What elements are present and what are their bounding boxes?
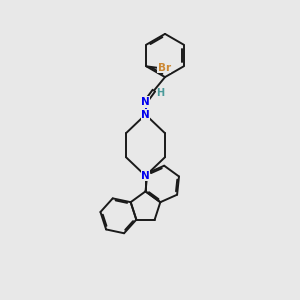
Text: Br: Br [158,63,171,73]
Text: N: N [141,171,150,181]
Text: H: H [156,88,165,98]
Text: N: N [141,110,150,120]
Text: N: N [141,110,150,120]
Text: N: N [141,97,150,107]
